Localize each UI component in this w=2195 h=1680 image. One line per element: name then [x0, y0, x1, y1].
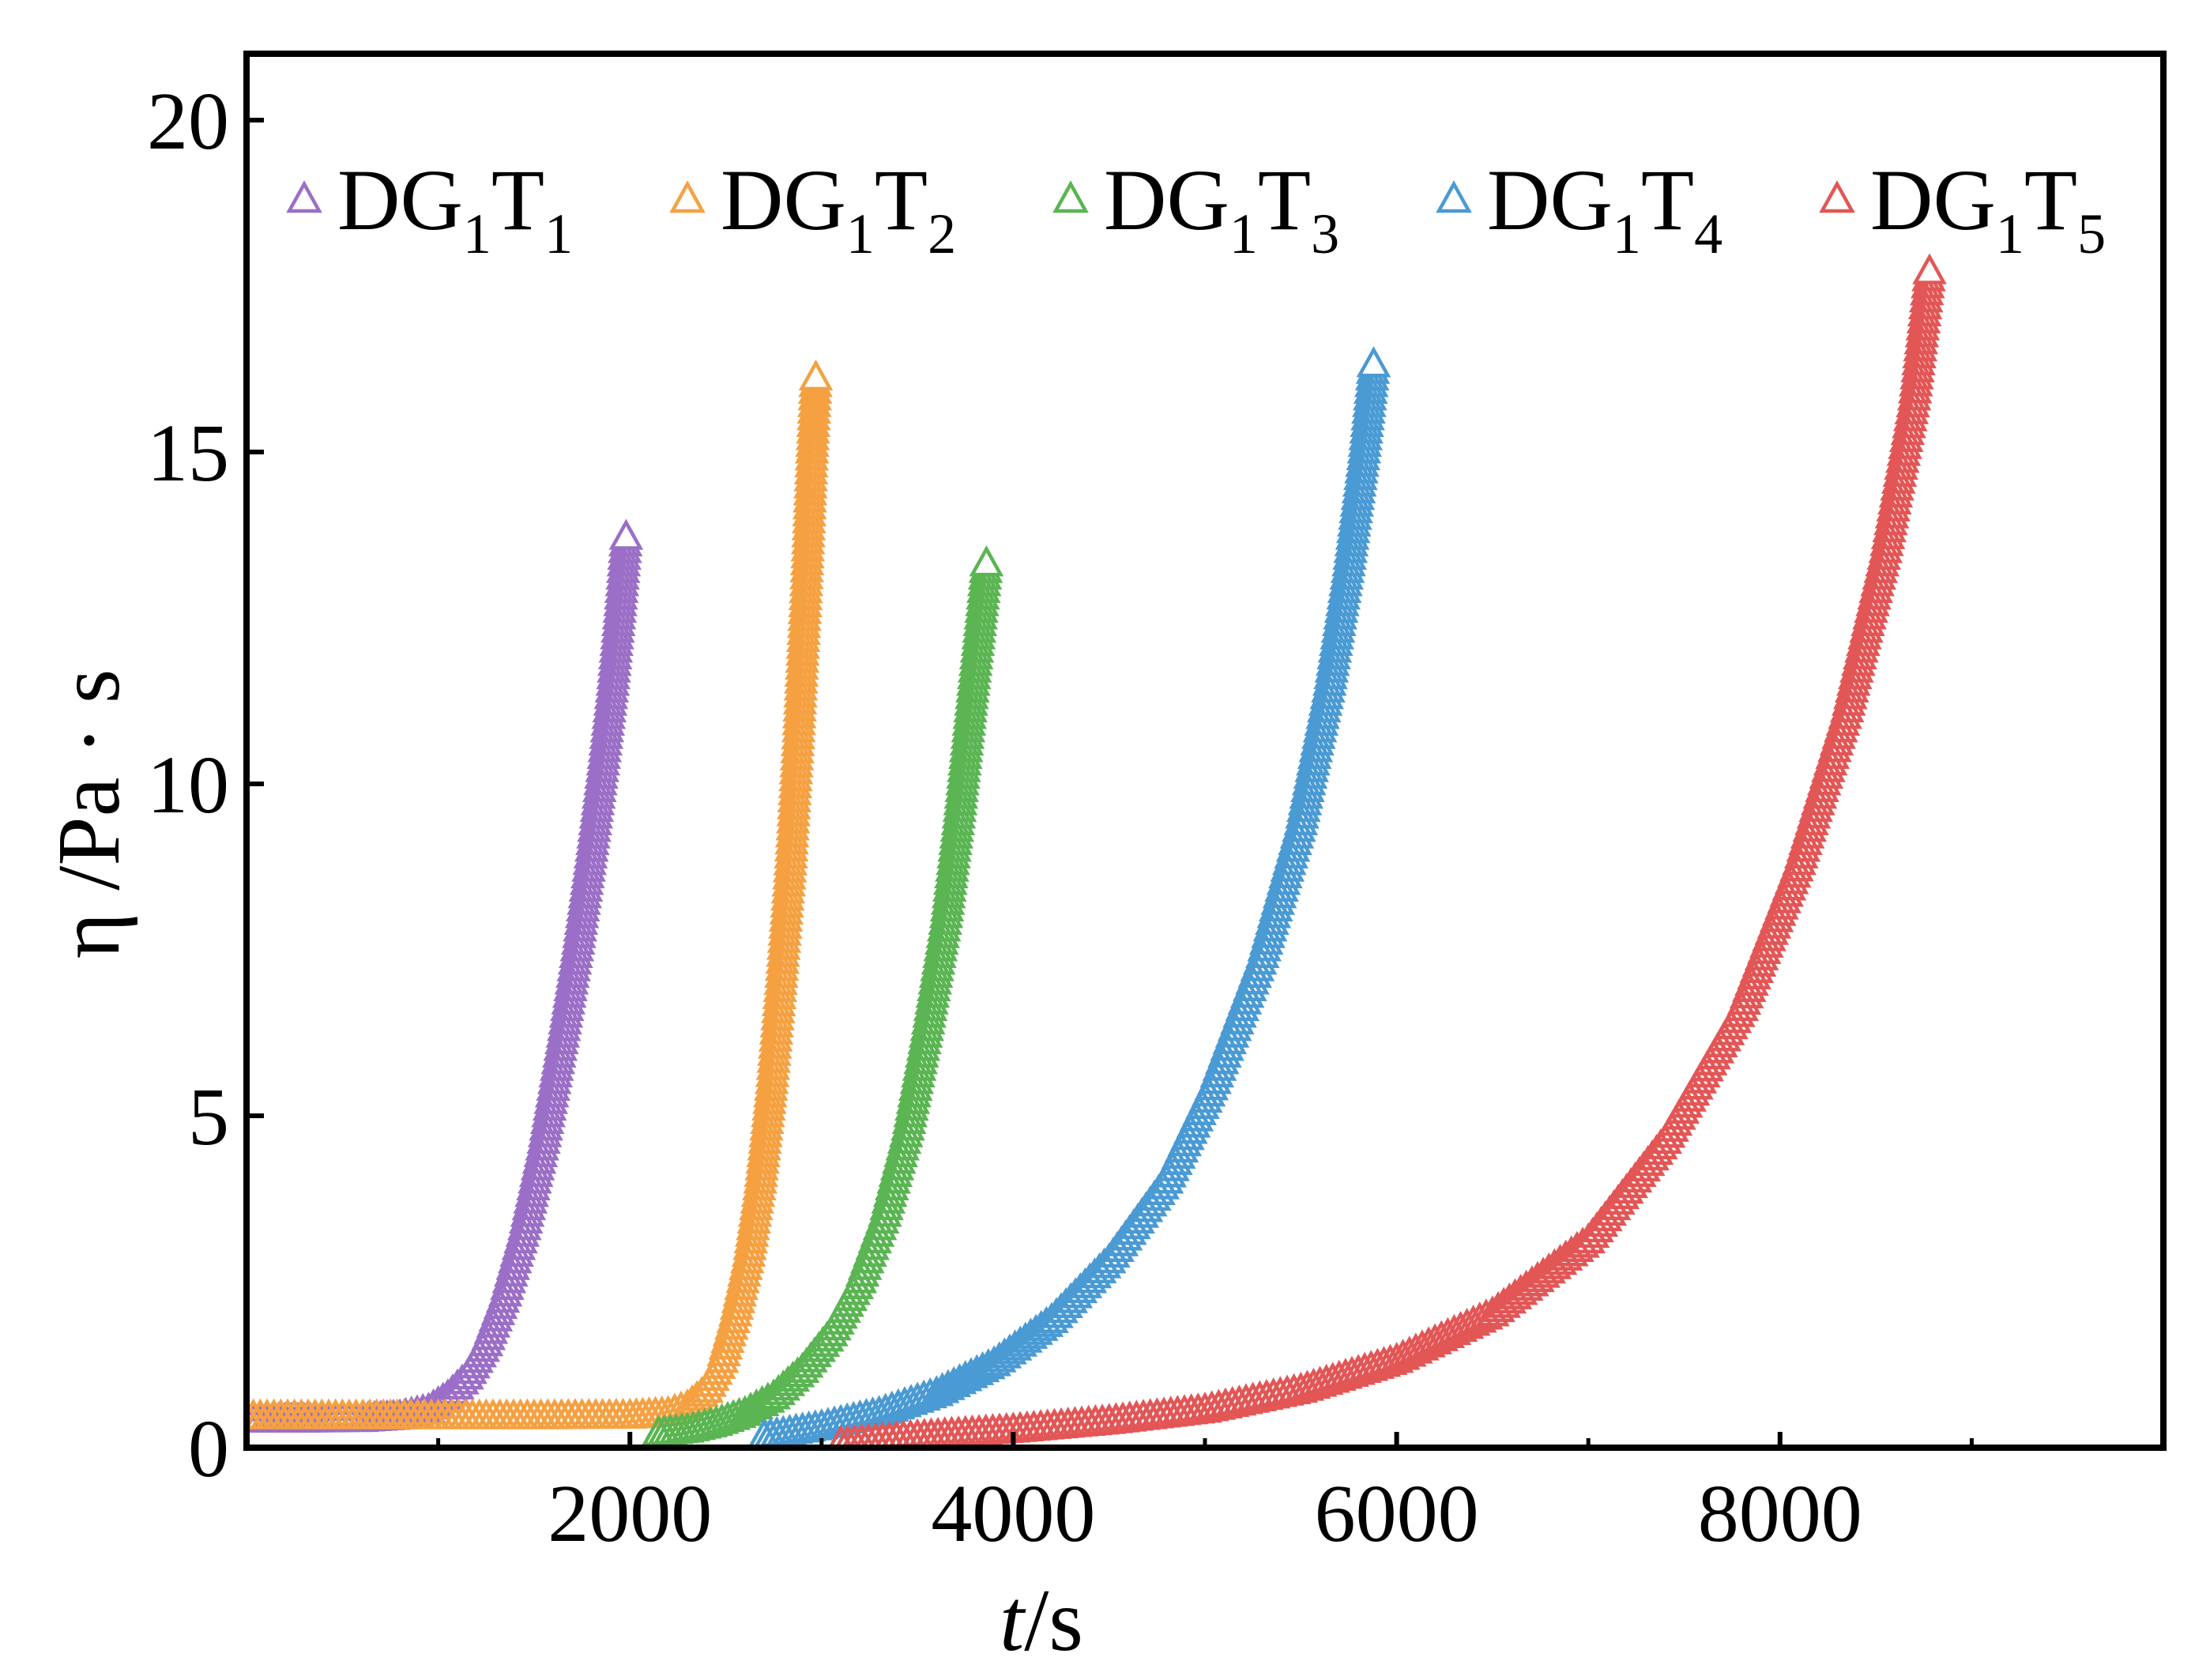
- x-axis-var: t: [1000, 1572, 1026, 1670]
- series-end-marker-DG1T5: [1912, 253, 1947, 284]
- series-DG1T5: [827, 253, 1947, 1448]
- y-tick-label: 10: [147, 740, 229, 831]
- series-markers-DG1T1: [247, 525, 643, 1433]
- legend-marker-DG1T1: [286, 180, 322, 213]
- series-end-marker-DG1T2: [798, 359, 834, 391]
- x-tick-label: 4000: [931, 1468, 1095, 1559]
- legend-item-DG1T3: DG1T3: [1052, 152, 1339, 266]
- series-DG1T2: [247, 359, 834, 1430]
- series-end-marker-DG1T1: [608, 518, 644, 550]
- legend-label-DG1T2: DG1T2: [721, 152, 956, 266]
- series-markers-DG1T4: [747, 352, 1391, 1448]
- legend-marker-DG1T4: [1436, 180, 1472, 213]
- y-axis-title: η /Pa · s: [40, 669, 138, 959]
- series-end-marker-DG1T3: [969, 545, 1004, 577]
- legend-item-DG1T2: DG1T2: [669, 152, 956, 266]
- x-axis-unit: /s: [1024, 1572, 1083, 1670]
- series-markers-DG1T3: [641, 552, 1003, 1446]
- series-DG1T3: [641, 545, 1004, 1446]
- y-tick-label: 20: [147, 76, 229, 167]
- y-tick-label: 0: [188, 1403, 229, 1494]
- legend-item-DG1T4: DG1T4: [1436, 152, 1722, 266]
- y-tick-label: 5: [188, 1072, 229, 1162]
- legend-item-DG1T1: DG1T1: [286, 152, 573, 266]
- legend-marker-DG1T5: [1819, 180, 1855, 213]
- x-tick-label: 8000: [1698, 1468, 1862, 1559]
- legend-marker-DG1T3: [1052, 180, 1089, 213]
- series-DG1T4: [747, 346, 1391, 1448]
- series-markers-DG1T5: [827, 260, 1946, 1448]
- legend-marker-DG1T2: [669, 180, 706, 213]
- legend-item-DG1T5: DG1T5: [1819, 152, 2106, 266]
- legend: DG1T1 DG1T2 DG1T3 DG1T4 DG1T5: [286, 152, 2106, 266]
- legend-label-DG1T4: DG1T4: [1487, 152, 1722, 266]
- legend-label-DG1T1: DG1T1: [337, 152, 573, 266]
- series-markers-DG1T2: [247, 366, 833, 1430]
- x-tick-label: 2000: [548, 1468, 712, 1559]
- series-DG1T1: [247, 518, 644, 1433]
- x-axis-title: t/s: [1000, 1572, 1083, 1670]
- y-tick-label: 15: [147, 408, 229, 499]
- legend-label-DG1T3: DG1T3: [1104, 152, 1339, 266]
- x-tick-label: 6000: [1315, 1468, 1479, 1559]
- series-end-marker-DG1T4: [1356, 346, 1391, 378]
- series-layer: [247, 253, 1947, 1448]
- legend-label-DG1T5: DG1T5: [1870, 152, 2106, 266]
- ticks-layer: 2000 4000 6000 8000 0 5 10 15 20: [147, 76, 1974, 1559]
